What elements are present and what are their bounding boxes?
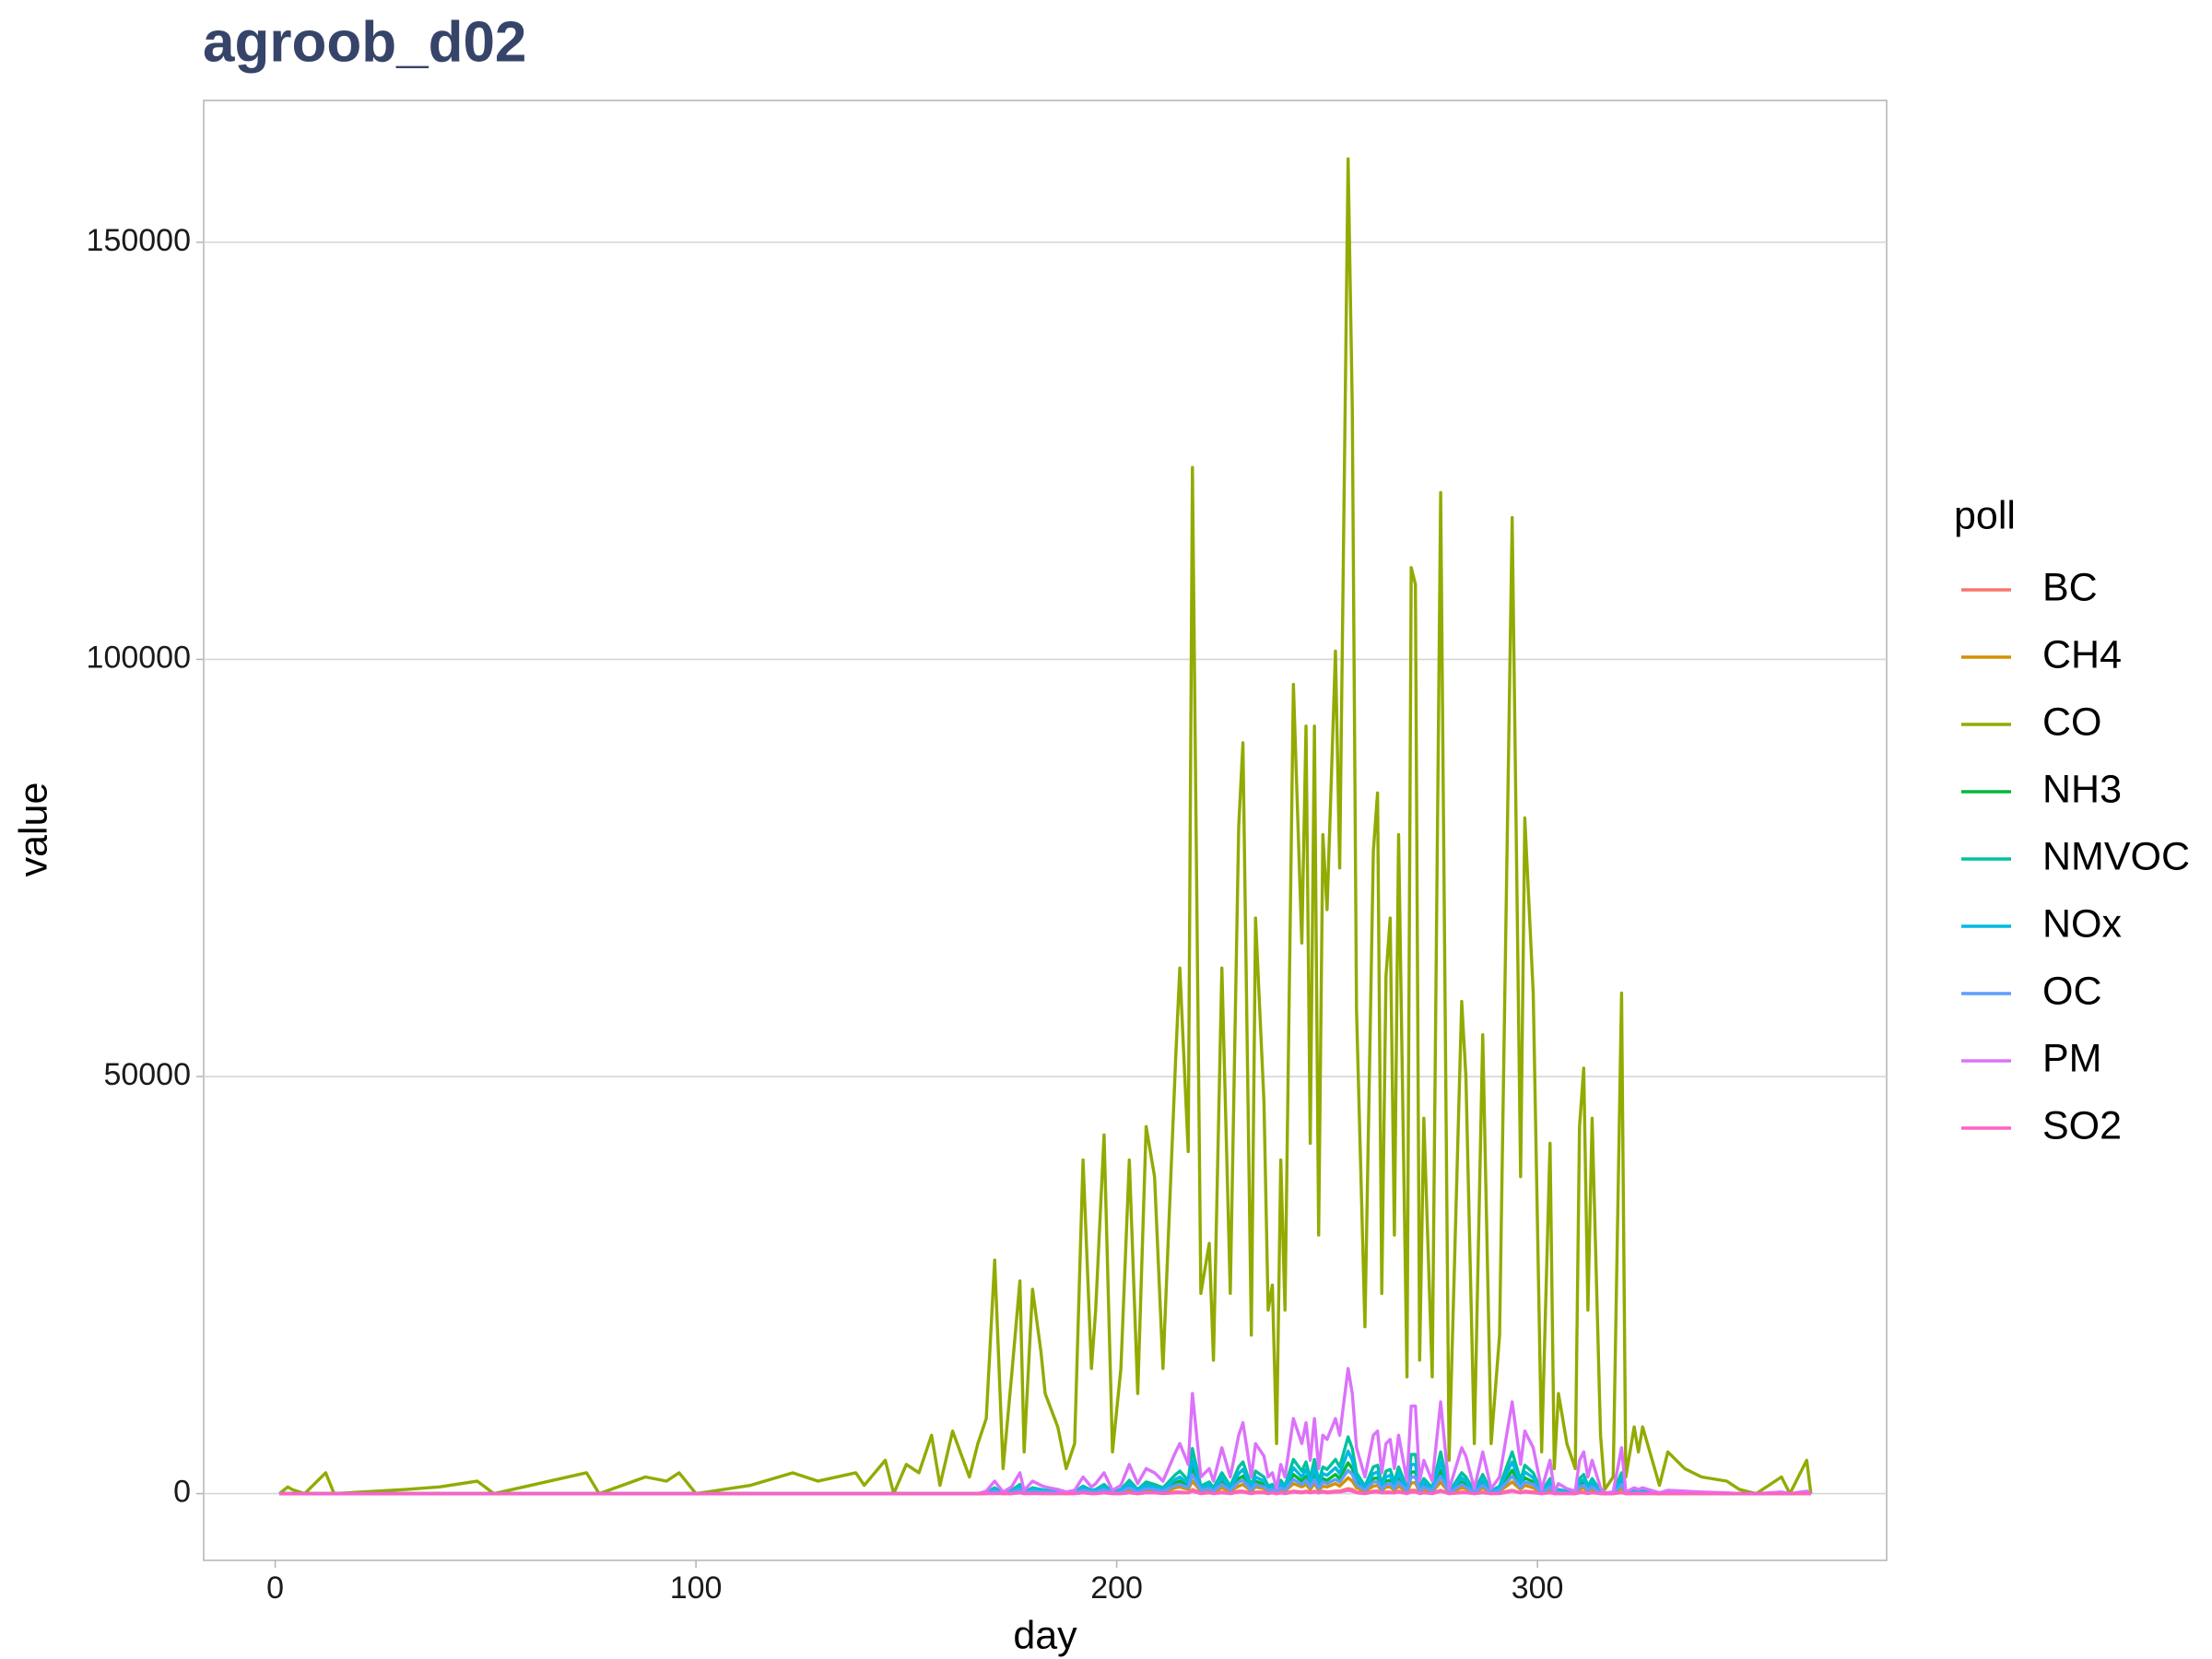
legend-label: PM (2042, 1036, 2102, 1080)
legend-label: BC (2042, 565, 2098, 609)
y-tick-label: 50000 (103, 1057, 191, 1092)
series-line (279, 1488, 1811, 1496)
series-line (278, 157, 1813, 1496)
legend-label: OC (2042, 969, 2102, 1013)
legend-label: CO (2042, 700, 2102, 744)
legend-title: poll (1954, 493, 2016, 537)
legend-label: CH4 (2042, 632, 2122, 677)
y-tick-label: 100000 (87, 640, 191, 675)
legend-label: SO2 (2042, 1103, 2122, 1147)
x-tick-label: 100 (670, 1571, 723, 1606)
y-axis-title: value (11, 782, 55, 877)
x-axis-title: day (1013, 1613, 1077, 1657)
legend-label: NH3 (2042, 767, 2122, 811)
y-tick-label: 150000 (87, 223, 191, 258)
y-tick-label: 0 (173, 1475, 191, 1510)
x-tick-label: 300 (1512, 1571, 1564, 1606)
panel (203, 100, 1888, 1561)
chart-title: agroob_d02 (203, 10, 526, 74)
legend-label: NOx (2042, 901, 2123, 946)
x-tick-label: 200 (1090, 1571, 1143, 1606)
x-tick-label: 0 (266, 1571, 284, 1606)
legend-label: NMVOC (2042, 834, 2190, 878)
